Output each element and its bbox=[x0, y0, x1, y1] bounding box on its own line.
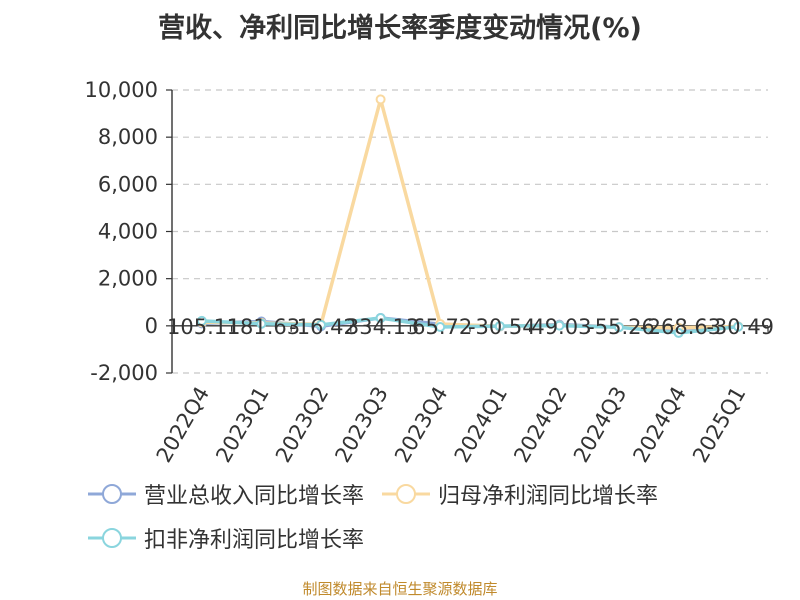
data-label: -16.42 bbox=[289, 315, 357, 339]
legend-marker-icon bbox=[88, 528, 136, 548]
series-point bbox=[614, 322, 624, 333]
legend-item[interactable]: 归母净利润同比增长率 bbox=[382, 472, 658, 516]
series-point bbox=[494, 321, 505, 332]
legend-item[interactable]: 营业总收入同比增长率 bbox=[88, 472, 364, 516]
series-point bbox=[316, 319, 326, 330]
data-label: -268.63 bbox=[640, 315, 721, 339]
series-line bbox=[201, 316, 739, 335]
x-axis: 2022Q42023Q12023Q22023Q32023Q42024Q12024… bbox=[152, 325, 769, 467]
y-tick-label: 8,000 bbox=[98, 125, 158, 149]
legend-label: 营业总收入同比增长率 bbox=[144, 484, 365, 509]
data-label: 49.03 bbox=[531, 315, 591, 339]
x-tick-label: 2023Q2 bbox=[271, 383, 333, 467]
legend-marker-icon bbox=[382, 484, 431, 504]
y-tick-label: 0 bbox=[145, 314, 158, 338]
y-tick-label: 10,000 bbox=[85, 78, 158, 102]
x-tick-label: 2025Q1 bbox=[688, 383, 750, 467]
series-point bbox=[435, 322, 446, 333]
data-label: 334.13 bbox=[346, 315, 419, 339]
chart-title: 营收、净利同比增长率季度变动情况(%) bbox=[158, 13, 642, 44]
series-point bbox=[256, 318, 267, 329]
legend-marker-icon bbox=[88, 484, 136, 504]
legend: 营业总收入同比增长率 归母净利润同比增长率 扣非净利润同比增长率 bbox=[88, 472, 768, 560]
series-point bbox=[733, 321, 744, 332]
legend-item[interactable]: 扣非净利润同比增长率 bbox=[88, 516, 364, 560]
data-labels: 105.11181.63-16.42334.1365.72-30.5449.03… bbox=[167, 315, 774, 339]
y-tick-label: 6,000 bbox=[98, 172, 158, 196]
y-tick-label: -2,000 bbox=[90, 361, 158, 385]
data-label: -30.54 bbox=[468, 315, 536, 339]
x-tick-label: 2023Q1 bbox=[211, 383, 273, 467]
x-tick-label: 2022Q4 bbox=[152, 383, 214, 467]
legend-label: 扣非净利润同比增长率 bbox=[144, 528, 365, 553]
data-label: 181.63 bbox=[227, 315, 300, 339]
series-line bbox=[201, 97, 739, 330]
series-layer bbox=[196, 94, 744, 338]
source-note: 制图数据来自恒生聚源数据库 bbox=[302, 580, 498, 598]
y-axis: -2,000 0 2,000 4,000 6,000 8,000 10,000 bbox=[85, 78, 173, 385]
data-label: 65.72 bbox=[412, 315, 472, 339]
series-point bbox=[554, 320, 565, 331]
legend-label: 归母净利润同比增长率 bbox=[438, 484, 659, 509]
x-tick-label: 2024Q1 bbox=[450, 383, 512, 467]
grid-lines bbox=[172, 89, 768, 374]
x-tick-label: 2023Q4 bbox=[390, 383, 452, 467]
data-label: -55.26 bbox=[587, 315, 655, 339]
y-tick-label: 2,000 bbox=[98, 267, 158, 291]
series-point bbox=[196, 315, 207, 326]
x-tick-label: 2024Q4 bbox=[628, 383, 690, 467]
series-point bbox=[375, 313, 386, 324]
y-tick-label: 4,000 bbox=[98, 220, 158, 244]
series-point bbox=[673, 327, 684, 338]
x-tick-label: 2024Q3 bbox=[569, 383, 631, 467]
data-label: -30.49 bbox=[706, 315, 774, 339]
x-tick-label: 2023Q3 bbox=[330, 383, 392, 467]
data-label: 105.11 bbox=[167, 315, 240, 339]
x-tick-label: 2024Q2 bbox=[509, 383, 571, 467]
series-point bbox=[375, 94, 386, 105]
chart-canvas: -2,000 0 2,000 4,000 6,000 8,000 10,000 2022Q4… bbox=[85, 78, 775, 467]
